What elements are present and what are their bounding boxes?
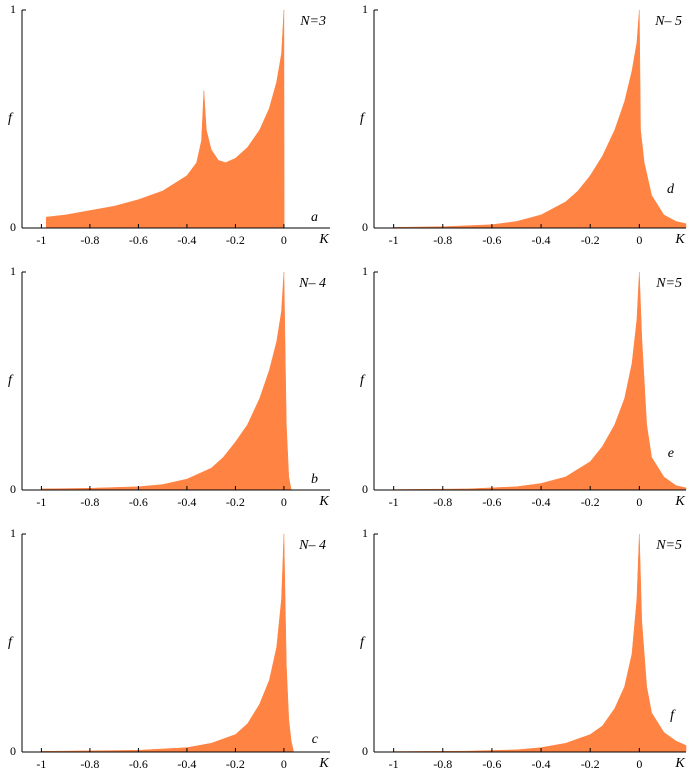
y-tick-label: 0 (10, 744, 16, 758)
x-tick-label: -0.2 (226, 233, 245, 247)
y-axis-label: f (8, 111, 14, 126)
y-tick-label: 0 (10, 220, 16, 234)
x-tick-label: -0.8 (433, 757, 452, 771)
annotation: N– 4 (298, 276, 326, 291)
x-tick-label: 0 (281, 233, 287, 247)
x-tick-label: -0.4 (532, 495, 551, 509)
x-tick-label: -0.2 (226, 495, 245, 509)
x-tick-label: -0.6 (129, 233, 148, 247)
x-tick-label: -0.6 (129, 757, 148, 771)
x-tick-label: -0.4 (177, 233, 196, 247)
x-tick-label: 0 (636, 495, 642, 509)
x-tick-label: -1 (36, 233, 46, 247)
y-axis-label: f (360, 373, 366, 388)
density-area (393, 9, 687, 229)
y-tick-label: 1 (10, 264, 16, 278)
x-tick-label: -0.4 (532, 757, 551, 771)
x-axis-label: K (318, 756, 329, 771)
x-tick-label: -0.2 (226, 757, 245, 771)
y-tick-label: 0 (362, 482, 368, 496)
x-axis-label: K (674, 494, 685, 509)
x-tick-label: 0 (281, 495, 287, 509)
x-tick-label: -0.2 (581, 757, 600, 771)
y-axis-label: f (360, 111, 366, 126)
y-tick-label: 1 (362, 264, 368, 278)
panel-label: c (312, 732, 319, 747)
y-axis-label: f (8, 373, 14, 388)
x-tick-label: -0.6 (129, 495, 148, 509)
panel-label: b (311, 472, 318, 487)
x-axis-label: K (674, 756, 685, 771)
annotation: N=5 (655, 276, 682, 291)
density-area (41, 533, 309, 753)
x-tick-label: 0 (636, 233, 642, 247)
x-tick-label: -0.6 (482, 757, 501, 771)
density-area (46, 9, 309, 229)
y-tick-label: 1 (362, 2, 368, 16)
x-tick-label: -0.6 (482, 233, 501, 247)
density-area (393, 271, 687, 491)
y-tick-label: 1 (10, 526, 16, 540)
panel-label: a (311, 210, 318, 225)
x-axis-label: K (318, 494, 329, 509)
density-area (393, 533, 687, 753)
x-tick-label: -0.2 (581, 233, 600, 247)
y-tick-label: 1 (10, 2, 16, 16)
x-tick-label: -0.4 (532, 233, 551, 247)
x-axis-label: K (674, 232, 685, 247)
x-tick-label: 0 (636, 757, 642, 771)
x-tick-label: -1 (36, 495, 46, 509)
y-tick-label: 0 (362, 220, 368, 234)
x-tick-label: -0.6 (482, 495, 501, 509)
y-tick-label: 0 (10, 482, 16, 496)
x-axis-label: K (318, 232, 329, 247)
x-tick-label: -1 (389, 495, 399, 509)
density-area (41, 271, 309, 491)
annotation: N– 5 (654, 14, 682, 29)
x-tick-label: -0.4 (177, 757, 196, 771)
y-tick-label: 1 (362, 526, 368, 540)
x-tick-label: -0.4 (177, 495, 196, 509)
panel-label: e (668, 446, 674, 461)
x-tick-label: -0.8 (433, 233, 452, 247)
x-tick-label: -1 (36, 757, 46, 771)
x-tick-label: 0 (281, 757, 287, 771)
y-axis-label: f (360, 635, 366, 650)
y-axis-label: f (8, 635, 14, 650)
annotation: N=3 (299, 14, 326, 29)
x-tick-label: -1 (389, 757, 399, 771)
annotation: N=5 (655, 538, 682, 553)
panel-label: d (667, 182, 675, 197)
x-tick-label: -0.8 (80, 757, 99, 771)
x-tick-label: -1 (389, 233, 399, 247)
panel-label: f (670, 708, 676, 723)
annotation: N– 4 (298, 538, 326, 553)
x-tick-label: -0.8 (80, 495, 99, 509)
x-tick-label: -0.8 (433, 495, 452, 509)
x-tick-label: -0.8 (80, 233, 99, 247)
y-tick-label: 0 (362, 744, 368, 758)
x-tick-label: -0.2 (581, 495, 600, 509)
